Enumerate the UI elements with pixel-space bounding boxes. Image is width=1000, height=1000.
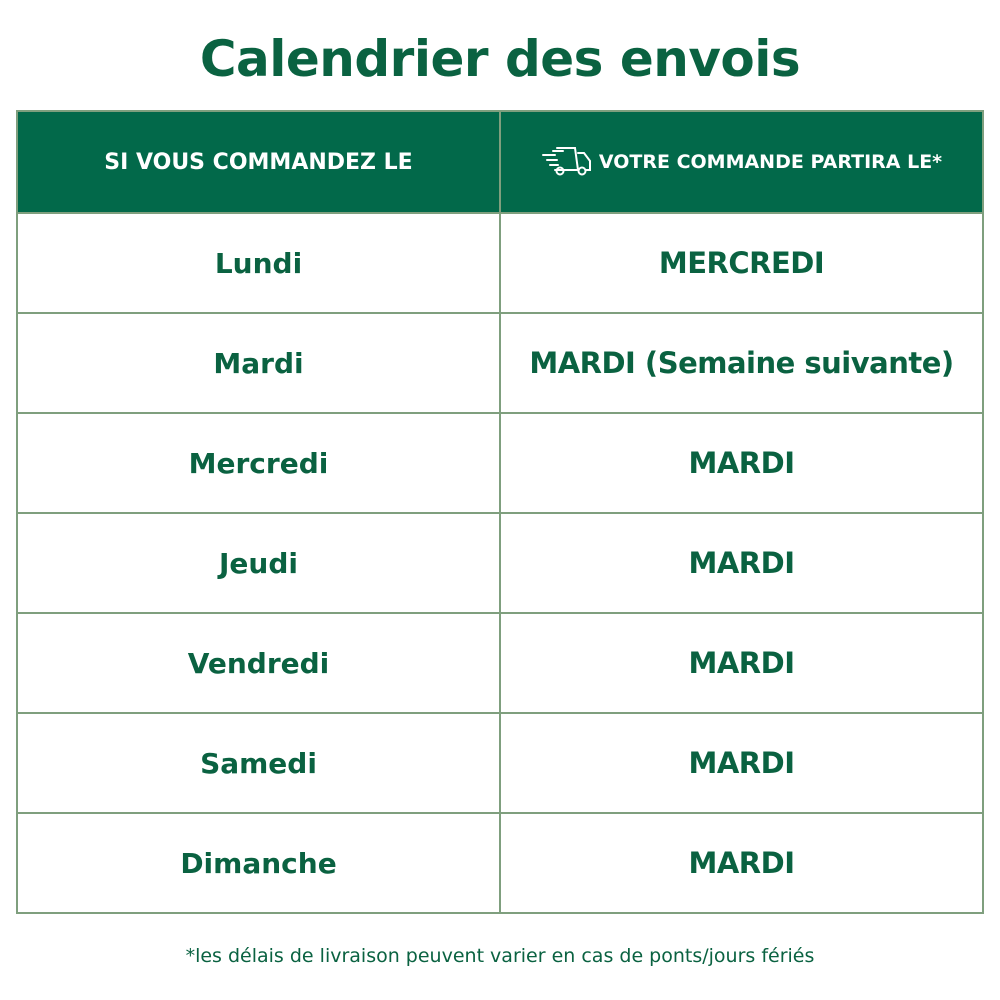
table-row: Dimanche MARDI (16, 812, 984, 914)
table-row: Jeudi MARDI (16, 512, 984, 614)
header-order-day: SI VOUS COMMANDEZ LE (16, 110, 501, 214)
table-row: Samedi MARDI (16, 712, 984, 814)
order-day-cell: Samedi (16, 712, 501, 814)
ship-day-cell: MARDI (499, 612, 984, 714)
table-row: Mercredi MARDI (16, 412, 984, 514)
footnote: *les délais de livraison peuvent varier … (185, 945, 815, 967)
ship-day-cell: MARDI (499, 712, 984, 814)
header-ship-day-label: VOTRE COMMANDE PARTIRA LE* (598, 150, 943, 173)
order-day-cell: Vendredi (16, 612, 501, 714)
order-day-cell: Lundi (16, 212, 501, 314)
ship-day-cell: MARDI (499, 512, 984, 614)
table-header-row: SI VOUS COMMANDEZ LE VOTRE COMMANDE PART… (16, 110, 984, 214)
ship-day-cell: MARDI (499, 812, 984, 914)
order-day-cell: Mardi (16, 312, 501, 414)
table-row: Mardi MARDI (Semaine suivante) (16, 312, 984, 414)
order-day-cell: Dimanche (16, 812, 501, 914)
shipping-schedule-table: SI VOUS COMMANDEZ LE VOTRE COMMANDE PART… (16, 110, 984, 914)
ship-day-cell: MERCREDI (499, 212, 984, 314)
order-day-cell: Mercredi (16, 412, 501, 514)
ship-day-cell: MARDI (499, 412, 984, 514)
table-row: Lundi MERCREDI (16, 212, 984, 314)
delivery-truck-icon (541, 143, 593, 182)
page-title: Calendrier des envois (199, 30, 801, 88)
table-row: Vendredi MARDI (16, 612, 984, 714)
order-day-cell: Jeudi (16, 512, 501, 614)
ship-day-cell: MARDI (Semaine suivante) (499, 312, 984, 414)
header-ship-day: VOTRE COMMANDE PARTIRA LE* (499, 110, 984, 214)
